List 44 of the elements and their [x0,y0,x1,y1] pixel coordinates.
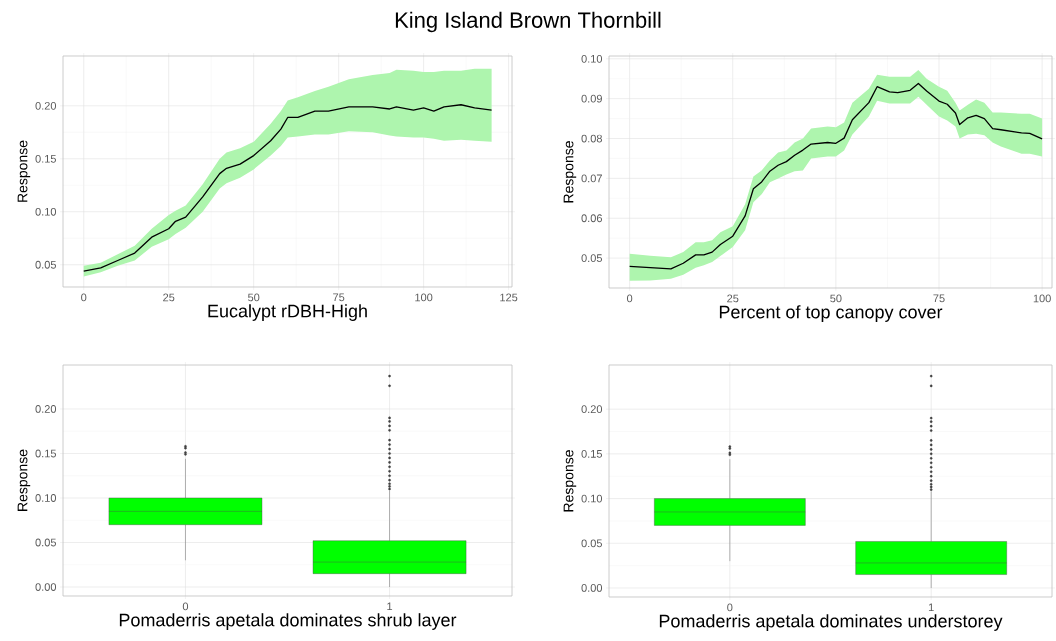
y-tick-label: 0.05 [581,254,602,262]
y-tick-label: 0.20 [581,405,603,414]
x-tick-label: 25 [727,294,739,303]
x-tick-label: 1 [928,603,934,612]
y-tick-label: 0.00 [581,584,603,592]
x-tick-label: 125 [500,293,518,302]
y-tick-label: 0.10 [581,54,603,63]
y-tick-label: 0.10 [581,494,603,503]
y-axis-title: Response [17,449,31,511]
x-tick-label: 50 [248,293,260,302]
y-tick-label: 0.05 [35,260,56,269]
y-axis-title: Response [17,140,31,202]
x-axis-title: Pomaderris apetala dominates shrub layer [119,613,457,630]
y-tick-label: 0.06 [581,214,602,223]
y-axis-title: Response [563,141,577,203]
chart-title: King Island Brown Thornbill [395,11,661,33]
x-tick-label: 100 [1033,294,1051,303]
y-tick-label: 0.20 [35,405,57,413]
x-tick-label: 50 [830,294,842,303]
y-tick-label: 0.15 [581,449,602,458]
y-tick-label: 0.20 [35,101,57,110]
y-tick-label: 0.15 [35,449,56,458]
x-tick-label: 75 [933,294,945,303]
x-tick-label: 25 [163,293,175,302]
x-axis-title: Pomaderris apetala dominates understorey [659,614,1003,631]
y-tick-label: 0.10 [35,494,57,502]
x-axis-title: Percent of top canopy cover [719,305,943,322]
y-tick-label: 0.08 [581,134,602,143]
x-tick-label: 0 [727,603,733,612]
x-tick-label: 0 [627,294,633,303]
y-tick-label: 0.15 [35,154,56,163]
x-tick-label: 0 [182,602,189,611]
x-tick-label: 100 [415,293,433,302]
y-tick-label: 0.07 [581,174,602,183]
y-tick-label: 0.00 [35,583,57,591]
x-axis-title: Eucalypt rDBH-High [208,304,367,321]
y-tick-label: 0.10 [35,207,57,216]
y-tick-label: 0.05 [581,539,602,548]
x-tick-label: 1 [387,602,393,611]
y-axis-title: Response [563,450,577,512]
x-tick-label: 75 [333,293,345,302]
y-tick-label: 0.09 [581,94,602,103]
y-tick-label: 0.05 [35,538,56,547]
x-tick-label: 0 [81,293,87,302]
